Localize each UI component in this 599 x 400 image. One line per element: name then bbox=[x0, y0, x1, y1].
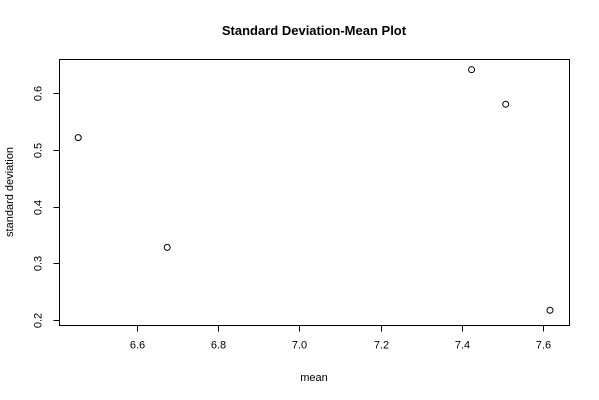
y-tick-label: 0.6 bbox=[33, 86, 45, 101]
x-tick-label: 7.2 bbox=[374, 340, 389, 352]
data-point bbox=[74, 134, 82, 142]
x-tick-label: 7.0 bbox=[292, 340, 307, 352]
y-tick-label: 0.4 bbox=[33, 200, 45, 215]
y-tick-label: 0.3 bbox=[33, 256, 45, 271]
x-axis: 6.6 6.8 7.0 7.2 7.4 7.6 bbox=[130, 325, 551, 352]
x-tick-label: 7.6 bbox=[536, 340, 551, 352]
x-axis-label: mean bbox=[300, 372, 328, 384]
data-point bbox=[163, 243, 171, 251]
x-tick-label: 6.6 bbox=[130, 340, 145, 352]
data-point bbox=[468, 66, 476, 74]
data-points bbox=[74, 66, 554, 314]
y-tick-label: 0.2 bbox=[33, 313, 45, 328]
chart-title: Standard Deviation-Mean Plot bbox=[222, 23, 407, 38]
y-axis: 0.2 0.3 0.4 0.5 0.6 bbox=[33, 86, 60, 328]
x-tick-label: 6.8 bbox=[211, 340, 226, 352]
y-axis-label: standard deviation bbox=[4, 147, 16, 237]
data-point bbox=[546, 306, 554, 314]
y-tick-label: 0.5 bbox=[33, 143, 45, 158]
plot-area-frame bbox=[59, 59, 570, 326]
x-tick-label: 7.4 bbox=[455, 340, 470, 352]
data-point bbox=[502, 100, 510, 108]
